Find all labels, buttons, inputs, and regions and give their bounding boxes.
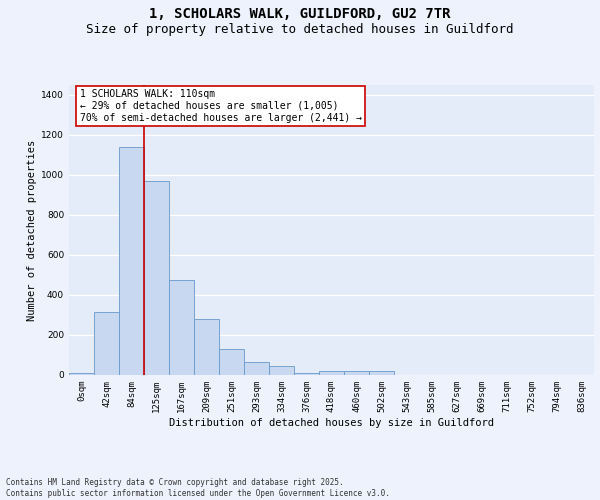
Y-axis label: Number of detached properties: Number of detached properties (27, 140, 37, 320)
Bar (269, 366, 294, 375)
Bar (69, 374, 94, 375)
Text: Size of property relative to detached houses in Guildford: Size of property relative to detached ho… (86, 22, 514, 36)
Text: 1 SCHOLARS WALK: 110sqm
← 29% of detached houses are smaller (1,005)
70% of semi: 1 SCHOLARS WALK: 110sqm ← 29% of detache… (79, 90, 361, 122)
Bar (119, 147, 144, 375)
Bar (144, 181, 169, 375)
X-axis label: Distribution of detached houses by size in Guildford: Distribution of detached houses by size … (169, 418, 494, 428)
Bar (294, 373, 319, 375)
Bar (244, 362, 269, 375)
Bar (219, 350, 244, 375)
Bar (169, 280, 194, 375)
Bar (319, 370, 344, 375)
Bar (194, 320, 219, 375)
Bar (344, 370, 369, 375)
Bar (369, 372, 394, 375)
Text: 1, SCHOLARS WALK, GUILDFORD, GU2 7TR: 1, SCHOLARS WALK, GUILDFORD, GU2 7TR (149, 8, 451, 22)
Bar (94, 312, 119, 375)
Text: Contains HM Land Registry data © Crown copyright and database right 2025.
Contai: Contains HM Land Registry data © Crown c… (6, 478, 390, 498)
